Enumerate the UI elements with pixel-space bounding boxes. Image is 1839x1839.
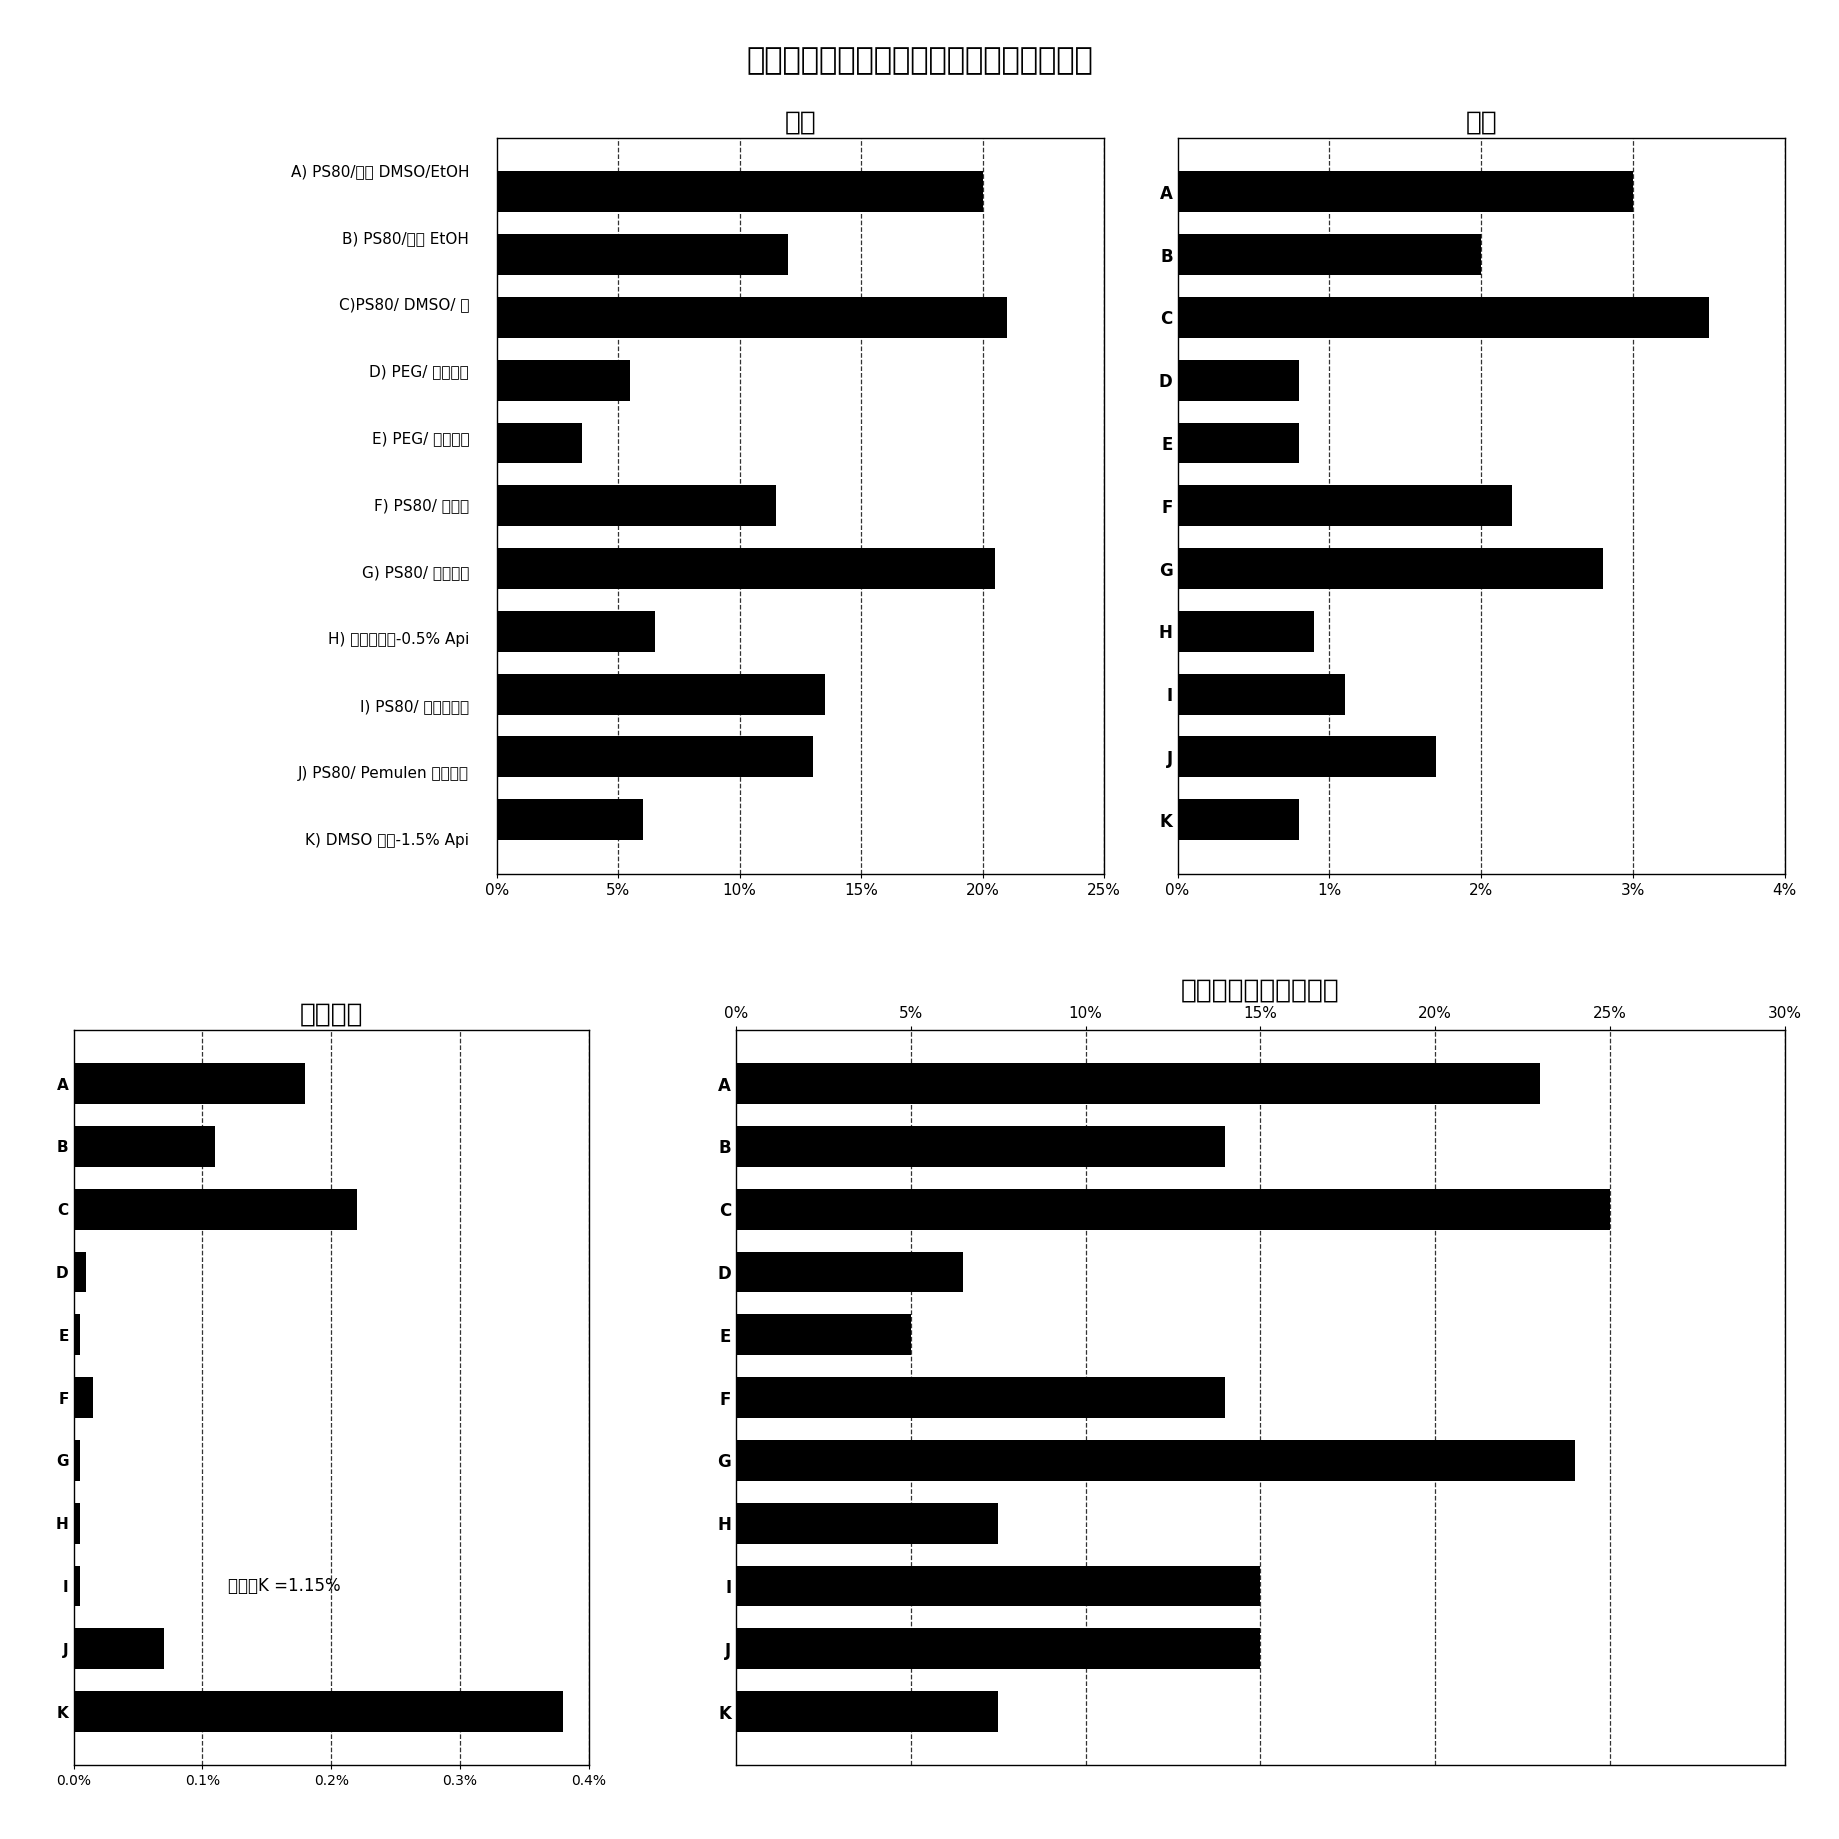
Bar bbox=[1177, 423, 1298, 463]
Bar bbox=[74, 1125, 215, 1168]
Bar bbox=[1177, 548, 1602, 588]
Bar bbox=[74, 1440, 81, 1480]
Bar bbox=[497, 485, 776, 526]
Title: 真皮: 真皮 bbox=[1464, 110, 1497, 136]
Text: B) PS80/无水 EtOH: B) PS80/无水 EtOH bbox=[342, 230, 469, 246]
Bar bbox=[1177, 485, 1512, 526]
Bar bbox=[497, 673, 824, 715]
Text: A) PS80/无水 DMSO/EtOH: A) PS80/无水 DMSO/EtOH bbox=[291, 164, 469, 178]
Text: G) PS80/ 对照溶液: G) PS80/ 对照溶液 bbox=[362, 565, 469, 579]
Bar bbox=[736, 1565, 1260, 1607]
Bar bbox=[1177, 171, 1633, 211]
Bar bbox=[497, 296, 1006, 338]
Bar bbox=[497, 171, 982, 211]
Bar bbox=[497, 360, 631, 401]
Title: 所施用剂量的总渗透率: 所施用剂量的总渗透率 bbox=[1181, 978, 1339, 1004]
Bar bbox=[74, 1565, 81, 1607]
Text: H) 纳米水凝胶-0.5% Api: H) 纳米水凝胶-0.5% Api bbox=[327, 633, 469, 647]
Bar bbox=[736, 1315, 910, 1355]
Text: I) PS80/ 蜡基乳状液: I) PS80/ 蜡基乳状液 bbox=[360, 699, 469, 714]
Bar bbox=[1177, 360, 1298, 401]
Bar bbox=[497, 234, 787, 276]
Bar bbox=[74, 1692, 563, 1732]
Title: 受体流体: 受体流体 bbox=[300, 1002, 362, 1028]
Bar bbox=[1177, 800, 1298, 840]
Bar bbox=[736, 1188, 1609, 1230]
Bar bbox=[1177, 611, 1313, 651]
Text: J) PS80/ Pemulen 基乳状液: J) PS80/ Pemulen 基乳状液 bbox=[298, 765, 469, 782]
Text: E) PEG/ 无水软膏: E) PEG/ 无水软膏 bbox=[371, 432, 469, 447]
Bar bbox=[736, 1440, 1574, 1480]
Bar bbox=[497, 548, 995, 588]
Bar bbox=[74, 1377, 92, 1418]
Bar bbox=[497, 736, 813, 778]
Text: 备注：K =1.15%: 备注：K =1.15% bbox=[228, 1578, 340, 1594]
Bar bbox=[74, 1628, 164, 1670]
Bar bbox=[1177, 736, 1434, 778]
Text: K) DMSO 对照-1.5% Api: K) DMSO 对照-1.5% Api bbox=[305, 833, 469, 848]
Bar bbox=[736, 1377, 1225, 1418]
Bar bbox=[1177, 296, 1708, 338]
Bar bbox=[736, 1125, 1225, 1168]
Bar bbox=[497, 423, 581, 463]
Bar bbox=[497, 800, 642, 840]
Text: 在指定的皮肤层中检测到的施用剂量百分比: 在指定的皮肤层中检测到的施用剂量百分比 bbox=[747, 46, 1092, 75]
Text: D) PEG/ 无水溶液: D) PEG/ 无水溶液 bbox=[370, 364, 469, 379]
Bar bbox=[736, 1628, 1260, 1670]
Bar bbox=[736, 1502, 999, 1543]
Title: 表皮: 表皮 bbox=[783, 110, 817, 136]
Bar bbox=[736, 1692, 999, 1732]
Bar bbox=[74, 1315, 81, 1355]
Bar bbox=[736, 1252, 964, 1293]
Bar bbox=[74, 1188, 357, 1230]
Bar bbox=[1177, 234, 1480, 276]
Bar bbox=[497, 611, 655, 651]
Bar bbox=[736, 1063, 1539, 1103]
Bar bbox=[74, 1063, 305, 1103]
Text: C)PS80/ DMSO/ 水: C)PS80/ DMSO/ 水 bbox=[338, 298, 469, 313]
Bar bbox=[1177, 673, 1344, 715]
Bar bbox=[74, 1252, 86, 1293]
Text: F) PS80/ 水凝胶: F) PS80/ 水凝胶 bbox=[373, 498, 469, 513]
Bar bbox=[74, 1502, 81, 1543]
